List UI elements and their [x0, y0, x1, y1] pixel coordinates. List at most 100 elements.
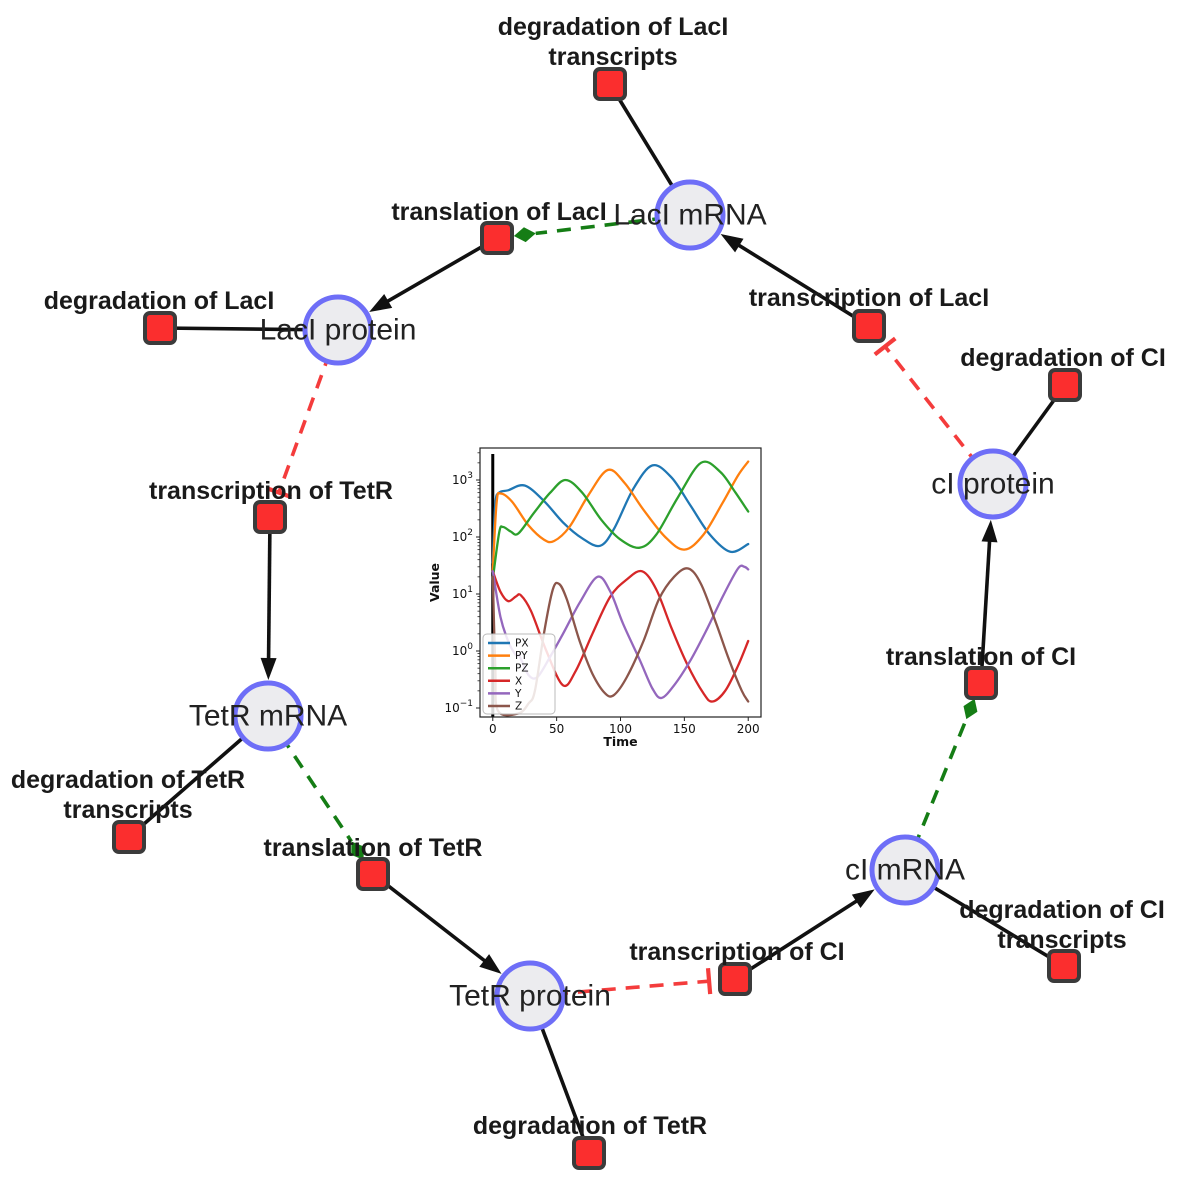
species-circle[interactable] — [957, 448, 1029, 520]
activation-diamond-icon — [351, 841, 364, 860]
species-circle[interactable] — [302, 294, 374, 366]
reaction-node-translation_ci[interactable] — [964, 666, 998, 700]
reaction-square[interactable] — [253, 500, 287, 534]
reaction-node-translation_laci[interactable] — [480, 221, 514, 255]
edge-arrow-translation_laci-to-laci_protein[interactable] — [369, 236, 498, 312]
reaction-node-deg_tetr_transcripts[interactable] — [112, 820, 146, 854]
species-node-ci_protein[interactable] — [957, 448, 1029, 520]
edge-line[interactable] — [371, 872, 489, 965]
edge-line[interactable] — [734, 897, 861, 981]
legend-label-Y: Y — [514, 688, 522, 700]
series-line-PY — [491, 460, 750, 573]
edge-line[interactable] — [266, 516, 272, 663]
species-label-laci_protein: LacI protein — [260, 314, 417, 347]
reaction-label-translation_laci: translation of LacI — [391, 198, 606, 226]
series-line-PZ — [491, 460, 750, 581]
species-label-ci_mrna: cI mRNA — [845, 854, 965, 887]
species-node-ci_mrna[interactable] — [869, 834, 941, 906]
reaction-node-transcription_laci[interactable] — [852, 309, 886, 343]
activation-diamond-icon — [513, 227, 536, 243]
species-circle[interactable] — [869, 834, 941, 906]
reaction-square[interactable] — [1047, 949, 1081, 983]
reaction-square[interactable] — [572, 1136, 606, 1170]
reaction-node-deg_ci_transcripts[interactable] — [1047, 949, 1081, 983]
reaction-label-transcription_tetr: transcription of TetR — [149, 477, 393, 505]
reaction-square[interactable] — [143, 311, 177, 345]
reaction-square[interactable] — [1048, 368, 1082, 402]
reaction-label-deg_tetr: degradation of TetR — [473, 1112, 707, 1140]
series-line-X — [491, 569, 750, 703]
inhibition-tee-icon — [705, 968, 713, 995]
reaction-node-deg_tetr[interactable] — [572, 1136, 606, 1170]
x-tick-label: 50 — [549, 722, 564, 736]
reaction-square[interactable] — [480, 221, 514, 255]
reaction-label-deg_ci_transcripts: transcripts — [997, 926, 1126, 954]
arrowhead-icon — [981, 519, 998, 543]
species-circle[interactable] — [232, 680, 304, 752]
legend-label-Z: Z — [515, 701, 522, 713]
reaction-label-deg_laci_transcripts: degradation of LacI — [498, 13, 729, 41]
edge-line[interactable] — [383, 236, 498, 305]
x-tick-label: 0 — [489, 722, 497, 736]
reaction-label-transcription_ci: transcription of CI — [629, 938, 844, 966]
reaction-square[interactable] — [852, 309, 886, 343]
species-node-tetr_protein[interactable] — [494, 960, 566, 1032]
arrowhead-icon — [720, 233, 744, 253]
edge-arrow-transcription_ci-to-ci_mrna[interactable] — [734, 889, 875, 981]
legend-label-PY: PY — [515, 650, 528, 662]
arrowhead-icon — [260, 657, 277, 681]
reaction-label-transcription_laci: transcription of LacI — [749, 284, 989, 312]
arrowhead-icon — [369, 294, 393, 312]
legend-label-PX: PX — [515, 638, 529, 650]
edge-line[interactable] — [979, 537, 992, 684]
species-label-tetr_mrna: TetR mRNA — [189, 700, 347, 733]
species-circle[interactable] — [654, 179, 726, 251]
species-label-tetr_protein: TetR protein — [449, 980, 611, 1013]
reaction-node-transcription_tetr[interactable] — [253, 500, 287, 534]
activation-diamond-icon — [963, 698, 978, 720]
reaction-node-deg_laci[interactable] — [143, 311, 177, 345]
x-axis-label: Time — [603, 734, 637, 749]
species-node-laci_protein[interactable] — [302, 294, 374, 366]
chart-frame — [479, 447, 762, 718]
reaction-label-deg_tetr_transcripts: degradation of TetR — [11, 766, 245, 794]
reaction-node-deg_laci_transcripts[interactable] — [593, 67, 627, 101]
reaction-label-translation_ci: translation of CI — [886, 643, 1076, 671]
reaction-node-translation_tetr[interactable] — [356, 857, 390, 891]
edge-arrow-transcription_laci-to-laci_mrna[interactable] — [720, 233, 870, 328]
legend-label-PZ: PZ — [515, 663, 529, 675]
x-tick-label: 200 — [737, 722, 760, 736]
reaction-label-translation_tetr: translation of TetR — [264, 834, 483, 862]
species-node-laci_mrna[interactable] — [654, 179, 726, 251]
reaction-node-transcription_ci[interactable] — [718, 962, 752, 996]
edge-line[interactable] — [734, 241, 870, 328]
reaction-square[interactable] — [356, 857, 390, 891]
x-tick-label: 150 — [673, 722, 696, 736]
chart-background — [425, 438, 770, 760]
edge-arrow-translation_tetr-to-tetr_protein[interactable] — [371, 872, 502, 974]
reaction-node-deg_ci[interactable] — [1048, 368, 1082, 402]
species-circle[interactable] — [494, 960, 566, 1032]
edge-arrow-transcription_tetr-to-tetr_mrna[interactable] — [260, 516, 277, 681]
reaction-label-deg_laci_transcripts: transcripts — [548, 43, 677, 71]
y-axis-label: Value — [427, 563, 442, 602]
series-line-PX — [491, 463, 750, 565]
reaction-square[interactable] — [718, 962, 752, 996]
inhibition-tee-icon — [265, 486, 292, 499]
edge-arrow-translation_ci-to-ci_protein[interactable] — [979, 519, 998, 684]
reaction-label-deg_ci: degradation of CI — [960, 344, 1166, 372]
reaction-label-deg_laci: degradation of LacI — [44, 287, 275, 315]
reaction-square[interactable] — [964, 666, 998, 700]
reaction-label-deg_tetr_transcripts: transcripts — [63, 796, 192, 824]
reaction-label-deg_ci_transcripts: degradation of CI — [959, 896, 1165, 924]
species-node-tetr_mrna[interactable] — [232, 680, 304, 752]
legend-label-X: X — [515, 675, 522, 687]
reaction-square[interactable] — [593, 67, 627, 101]
reaction-square[interactable] — [112, 820, 146, 854]
arrowhead-icon — [479, 954, 502, 974]
nodes-layer — [112, 67, 1082, 1170]
inhibition-tee-icon — [873, 336, 897, 357]
